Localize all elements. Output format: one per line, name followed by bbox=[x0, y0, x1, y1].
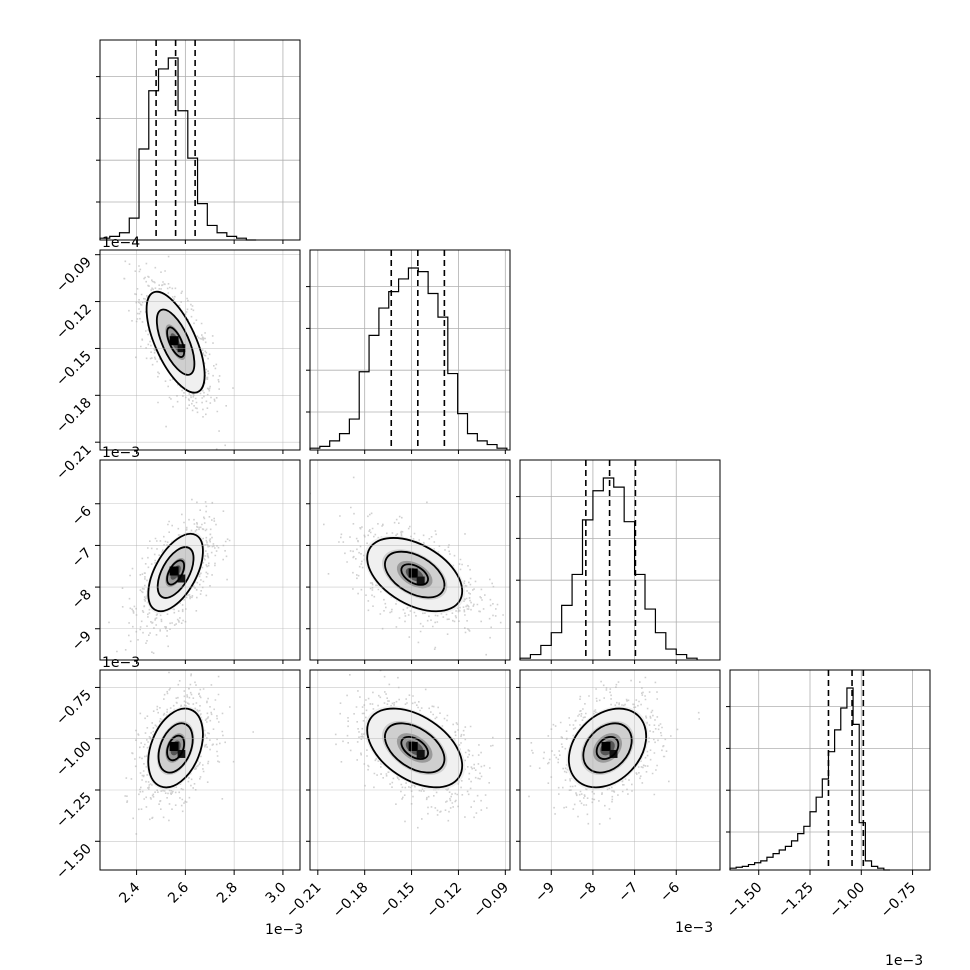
contour-1 bbox=[155, 308, 196, 376]
contour-2 bbox=[145, 290, 206, 394]
panel-frame bbox=[99, 669, 301, 871]
panel-frame bbox=[309, 669, 511, 871]
panel-frame bbox=[99, 459, 301, 661]
contour-0 bbox=[400, 735, 429, 760]
x-exponent-label-2: 1e−3 bbox=[675, 920, 713, 936]
density-peak-cell bbox=[177, 574, 186, 583]
panel-content bbox=[123, 255, 234, 450]
contour-0 bbox=[166, 559, 186, 586]
panel-frame bbox=[99, 249, 301, 451]
panel-frame bbox=[309, 459, 511, 661]
histogram-panel-3 bbox=[726, 669, 931, 871]
histogram-step bbox=[729, 687, 890, 871]
y-exponent-label-1: 1e−4 bbox=[102, 235, 140, 251]
scatter-panel-2-1 bbox=[309, 459, 511, 661]
contour-2 bbox=[147, 532, 204, 613]
histogram-step bbox=[309, 267, 508, 450]
density-peak-cell bbox=[408, 568, 418, 578]
y-exponent-label-2: 1e−3 bbox=[102, 445, 140, 461]
panel-frame bbox=[99, 39, 301, 241]
histogram-panel-1 bbox=[306, 249, 511, 451]
contour-1 bbox=[384, 550, 446, 599]
contour-1 bbox=[384, 722, 446, 774]
density-peak-cell bbox=[601, 741, 611, 751]
x-exponent-label-3: 1e−3 bbox=[885, 953, 923, 969]
histogram-step bbox=[99, 57, 257, 241]
density-peak-cell bbox=[169, 566, 179, 576]
contour-2 bbox=[567, 707, 648, 789]
panel-frame bbox=[519, 669, 721, 871]
panel-frame bbox=[729, 669, 931, 871]
density-peak-cell bbox=[416, 749, 425, 758]
panel-frame bbox=[309, 249, 511, 451]
x-exponent-label-0: 1e−3 bbox=[265, 922, 303, 938]
density-peak-cell bbox=[416, 576, 425, 585]
contour-2 bbox=[366, 537, 464, 613]
scatter-panel-1-0 bbox=[99, 249, 301, 451]
y-exponent-label-3: 1e−3 bbox=[102, 655, 140, 671]
histogram-panel-0 bbox=[96, 39, 301, 241]
scatter-panel-3-0 bbox=[99, 669, 301, 871]
scatter-panel-3-1 bbox=[309, 669, 511, 871]
density-peak-cell bbox=[408, 741, 418, 751]
panel-content bbox=[334, 670, 494, 829]
contour-0 bbox=[400, 563, 429, 586]
histogram-panel-2 bbox=[516, 459, 721, 661]
contour-0 bbox=[166, 326, 186, 358]
histogram-step bbox=[519, 477, 698, 660]
scatter-panel-2-0 bbox=[99, 459, 301, 661]
density-peak-cell bbox=[169, 336, 179, 346]
contour-2 bbox=[366, 707, 464, 789]
contour-1 bbox=[156, 546, 195, 599]
scatter-panel-3-2 bbox=[519, 669, 721, 871]
panel-frame bbox=[519, 459, 721, 661]
contour-0 bbox=[166, 734, 186, 762]
panel-content bbox=[108, 498, 231, 654]
density-peak-cell bbox=[169, 741, 179, 751]
scatter-points bbox=[310, 476, 504, 656]
